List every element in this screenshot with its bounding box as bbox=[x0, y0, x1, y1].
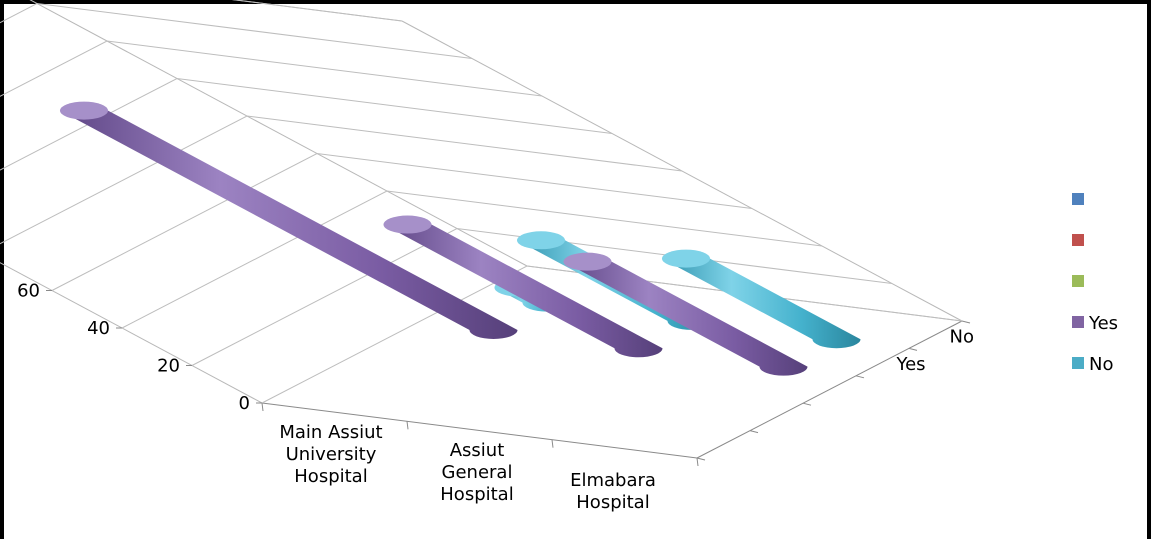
depth-tick-mark bbox=[855, 375, 865, 379]
depth-tick-mark bbox=[749, 430, 759, 434]
bar-yes-body bbox=[383, 224, 663, 358]
gridline bbox=[0, 2, 473, 59]
bar-yes bbox=[60, 101, 518, 339]
back-left-edge bbox=[29, 0, 528, 267]
bars bbox=[60, 101, 861, 376]
bar-no bbox=[662, 249, 861, 349]
bar-yes bbox=[383, 215, 663, 358]
legend-label: No bbox=[1089, 354, 1113, 375]
depth-tick-mark bbox=[908, 347, 918, 351]
bar-yes-top bbox=[60, 101, 108, 120]
depth-tick-mark bbox=[802, 402, 812, 406]
legend-swatch bbox=[1072, 275, 1084, 287]
gridlines bbox=[0, 0, 963, 404]
back-top-edge bbox=[231, 0, 403, 22]
gridline bbox=[231, 0, 403, 22]
chart-walls bbox=[0, 0, 963, 459]
bar-yes-body bbox=[60, 110, 518, 339]
y-tick-label: 60 bbox=[17, 281, 40, 302]
x-category-label: Main Assiut University Hospital bbox=[279, 422, 382, 487]
x-tick-mark bbox=[551, 439, 554, 448]
gridline bbox=[121, 190, 823, 329]
bar-yes-top bbox=[563, 252, 612, 271]
legend: Yes No bbox=[1072, 193, 1118, 375]
x-tick-mark bbox=[696, 457, 699, 467]
legend-label: Yes bbox=[1088, 313, 1118, 334]
x-tick-mark bbox=[261, 402, 264, 412]
x-category-label: Assiut General Hospital bbox=[440, 440, 513, 505]
y-axis: 020406080100120140160 bbox=[17, 281, 262, 414]
gridline bbox=[0, 77, 613, 171]
x-category-label: Elmabara Hospital bbox=[570, 470, 656, 513]
x-tick-mark bbox=[406, 421, 409, 430]
legend-swatch bbox=[1072, 234, 1084, 246]
bar-yes bbox=[563, 252, 808, 376]
gridline bbox=[261, 265, 963, 404]
depth-tick-mark bbox=[961, 320, 971, 324]
x-axis-line bbox=[261, 402, 698, 459]
gridline bbox=[51, 152, 753, 291]
bar-yes-top bbox=[383, 215, 432, 234]
legend-swatch bbox=[1072, 357, 1084, 369]
y-axis-line bbox=[0, 262, 263, 404]
bar-no-top bbox=[662, 249, 710, 268]
y-tick-label: 40 bbox=[87, 318, 110, 339]
x-axis-labels: Main Assiut University Hospital Assiut Gener… bbox=[261, 402, 699, 513]
gridline bbox=[0, 40, 543, 97]
y-tick-label: 0 bbox=[239, 393, 250, 414]
gridline bbox=[0, 115, 683, 245]
y-tick-label: 20 bbox=[157, 356, 180, 377]
bar-yes-body bbox=[563, 261, 808, 376]
depth-axis-line bbox=[696, 320, 963, 459]
bar-no-top bbox=[517, 231, 565, 250]
depth-tick-mark bbox=[696, 457, 706, 461]
depth-axis-label: No bbox=[950, 327, 974, 348]
legend-swatch bbox=[1072, 193, 1084, 205]
depth-axis: Yes No bbox=[696, 320, 974, 461]
gridline bbox=[191, 227, 893, 366]
depth-axis-label: Yes bbox=[896, 354, 926, 375]
legend-swatch bbox=[1072, 316, 1084, 328]
bar-no-body bbox=[662, 258, 861, 349]
